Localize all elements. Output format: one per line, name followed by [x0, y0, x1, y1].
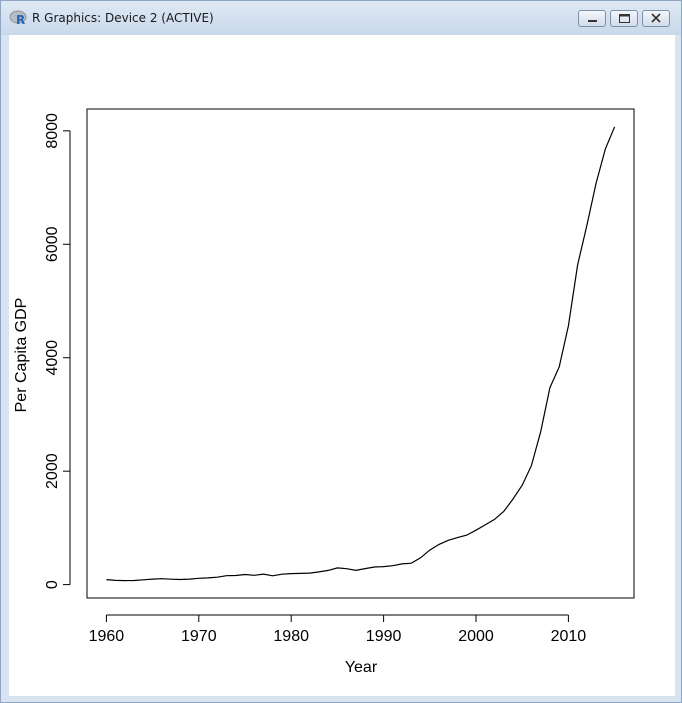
restore-icon [619, 14, 630, 23]
window-title: R Graphics: Device 2 (ACTIVE) [32, 11, 214, 25]
title-bar[interactable]: R R Graphics: Device 2 (ACTIVE) [1, 1, 681, 35]
x-tick-label: 1970 [181, 628, 217, 645]
close-icon [651, 13, 661, 23]
x-tick-label: 1990 [366, 628, 402, 645]
minimize-button[interactable] [578, 10, 606, 27]
y-tick-label: 6000 [44, 226, 61, 262]
line-chart: 1960 1970 1980 1990 2000 2010 0 2000 4000 6000 80… [13, 108, 635, 676]
x-tick-label: 1980 [273, 628, 309, 645]
plot-area: 1960 1970 1980 1990 2000 2010 0 2000 4000 6000 80… [9, 35, 675, 696]
y-tick-label: 8000 [44, 113, 61, 149]
r-logo-icon: R [9, 10, 27, 26]
x-axis-label: Year [345, 659, 378, 676]
svg-text:R: R [16, 13, 25, 26]
y-axis: 0 2000 4000 6000 8000 [44, 113, 71, 589]
y-tick-label: 0 [44, 580, 61, 589]
plot-frame [86, 108, 635, 599]
y-axis-label: Per Capita GDP [13, 298, 30, 413]
x-axis: 1960 1970 1980 1990 2000 2010 [89, 614, 587, 645]
x-tick-label: 2000 [458, 628, 494, 645]
x-tick-label: 1960 [89, 628, 125, 645]
restore-button[interactable] [610, 10, 638, 27]
x-tick-label: 2010 [551, 628, 587, 645]
minimize-icon [588, 20, 597, 22]
y-tick-label: 2000 [44, 453, 61, 489]
y-tick-label: 4000 [44, 340, 61, 376]
close-button[interactable] [642, 10, 670, 27]
gdp-line [106, 126, 616, 582]
